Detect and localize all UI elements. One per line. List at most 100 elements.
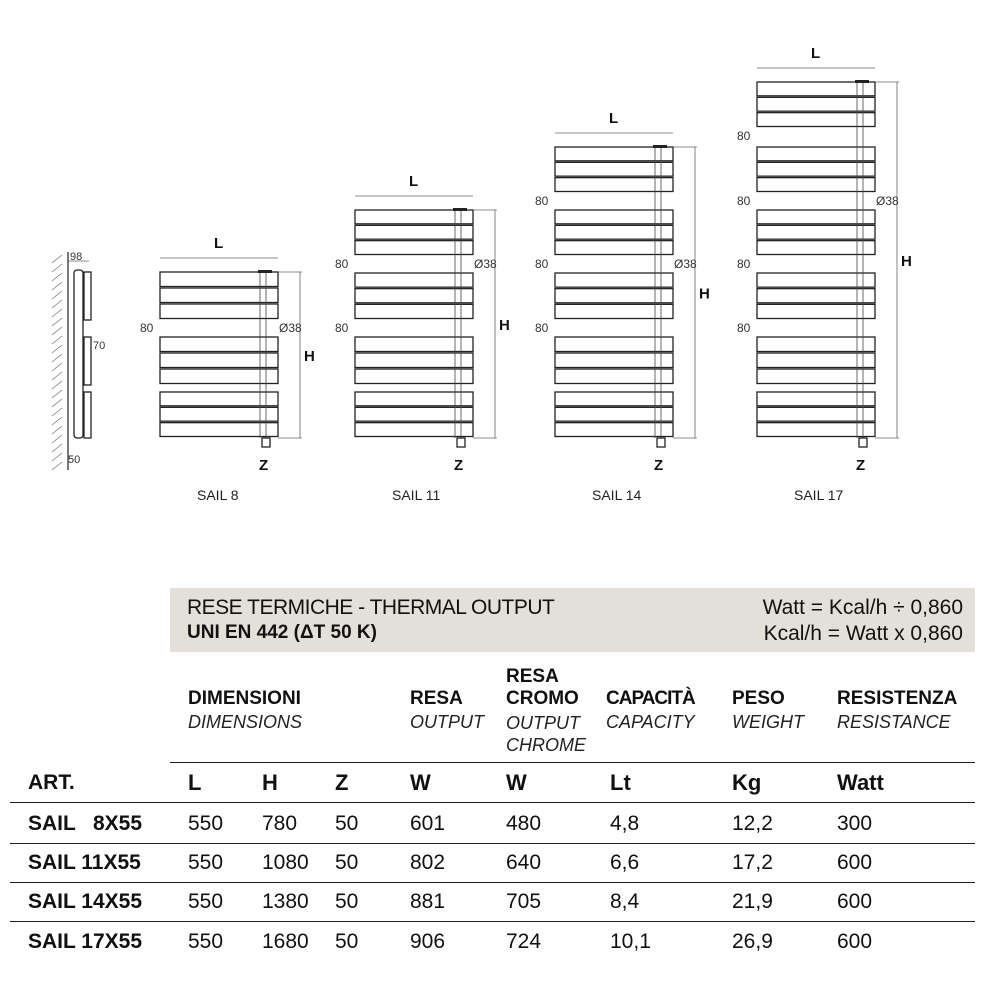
table-cell: 1080 [262, 851, 309, 874]
cap [258, 270, 272, 273]
wall-hatch [51, 290, 63, 300]
wall-hatch [51, 335, 63, 345]
table-cell: 640 [506, 851, 542, 874]
header-resistance-en: RESISTANCE [837, 712, 951, 732]
z-label: Z [454, 457, 463, 474]
radiator-bar [756, 177, 876, 193]
radiator-bar [159, 422, 279, 438]
unit-4: W [506, 770, 527, 795]
gap-label: 80 [335, 257, 349, 271]
radiator-bar [554, 368, 674, 385]
table-cell: 12,2 [732, 812, 773, 835]
model-name: SAIL 8X55 [28, 812, 143, 835]
radiator-bar [756, 224, 876, 240]
radiator-bar [159, 352, 279, 369]
wall-hatch [51, 443, 63, 453]
gap-label: 80 [535, 194, 549, 208]
l-label: L [609, 110, 618, 127]
table-cell: 1380 [262, 890, 309, 913]
cap [453, 208, 467, 211]
table-cell: 780 [262, 812, 298, 835]
header-chrome-output-en: OUTPUT CHROME [506, 713, 586, 755]
radiator-bar [354, 406, 474, 422]
cap [653, 145, 667, 148]
table-cell: 17,2 [732, 851, 773, 874]
radiator-bar [554, 240, 674, 256]
radiator-bar [554, 272, 674, 288]
radiator-bar [354, 209, 474, 225]
unit-1: H [262, 770, 278, 795]
table-cell: 50 [335, 812, 359, 835]
unit-5: Lt [610, 770, 631, 795]
l-label: L [409, 173, 418, 190]
gap-label: 80 [737, 257, 751, 271]
table-cell: 10,1 [610, 930, 651, 953]
wall-hatch [51, 308, 63, 318]
radiator-bar [756, 161, 876, 177]
wall-hatch [51, 299, 63, 309]
gap-label: 80 [737, 321, 751, 335]
radiator-bar [159, 391, 279, 407]
model-name: SAIL 17X55 [28, 930, 143, 953]
gap-label: 80 [535, 321, 549, 335]
wall-hatch [51, 353, 63, 363]
table-cell: 300 [837, 812, 873, 835]
table-cell: 550 [188, 930, 224, 953]
radiator-bar [159, 303, 279, 320]
divider [170, 762, 975, 763]
h-label: H [699, 286, 710, 303]
side-panel [83, 271, 92, 321]
table-cell: 21,9 [732, 890, 773, 913]
art-label: ART. [28, 771, 75, 794]
table-cell: 50 [335, 930, 359, 953]
radiator-bar [756, 146, 876, 162]
diameter-label: Ø38 [674, 257, 697, 271]
radiator-bar [159, 271, 279, 288]
wall-hatch [51, 416, 63, 426]
header-output-en: OUTPUT [410, 712, 484, 732]
radiator-bar [554, 391, 674, 407]
model-name: SAIL 14X55 [28, 890, 143, 913]
wall-hatch [51, 272, 63, 282]
wall-hatch [51, 407, 63, 417]
radiator-bar [354, 288, 474, 304]
row-divider [10, 843, 975, 844]
table-cell: 550 [188, 812, 224, 835]
model-label: SAIL 8 [197, 487, 239, 503]
radiator-bar [159, 287, 279, 304]
side-spacing-label: 70 [93, 340, 105, 352]
wall-hatch [51, 362, 63, 372]
radiator-bar [756, 368, 876, 385]
l-label: L [214, 235, 223, 252]
unit-0: L [188, 770, 202, 795]
wall-hatch [51, 371, 63, 381]
radiator-bar [554, 224, 674, 240]
formula-kcal: Kcal/h = Watt x 0,860 [763, 622, 963, 645]
side-panel [83, 391, 92, 439]
table-cell: 6,6 [610, 851, 640, 874]
wall-hatch [51, 326, 63, 336]
radiator-bar [354, 303, 474, 320]
h-label: H [901, 253, 912, 270]
radiator-bar [756, 112, 876, 128]
radiator-bar [554, 336, 674, 353]
table-cell: 906 [410, 930, 446, 953]
table-cell: 1680 [262, 930, 309, 953]
wall-hatch [51, 389, 63, 399]
table-cell: 601 [410, 812, 446, 835]
table-cell: 881 [410, 890, 446, 913]
radiator-bar [756, 336, 876, 353]
header-dimensions-en: DIMENSIONS [188, 712, 303, 732]
header-resistance: RESISTENZA [837, 688, 958, 709]
unit-2: Z [335, 770, 349, 795]
gap-label: 80 [737, 129, 751, 143]
radiator-bar [159, 368, 279, 385]
radiator-bar [756, 272, 876, 288]
radiator-bar [554, 303, 674, 320]
radiator-bar [756, 391, 876, 407]
wall-hatch [51, 452, 63, 462]
row-divider [10, 882, 975, 883]
table-cell: 600 [837, 890, 873, 913]
unit-6: Kg [732, 770, 762, 795]
